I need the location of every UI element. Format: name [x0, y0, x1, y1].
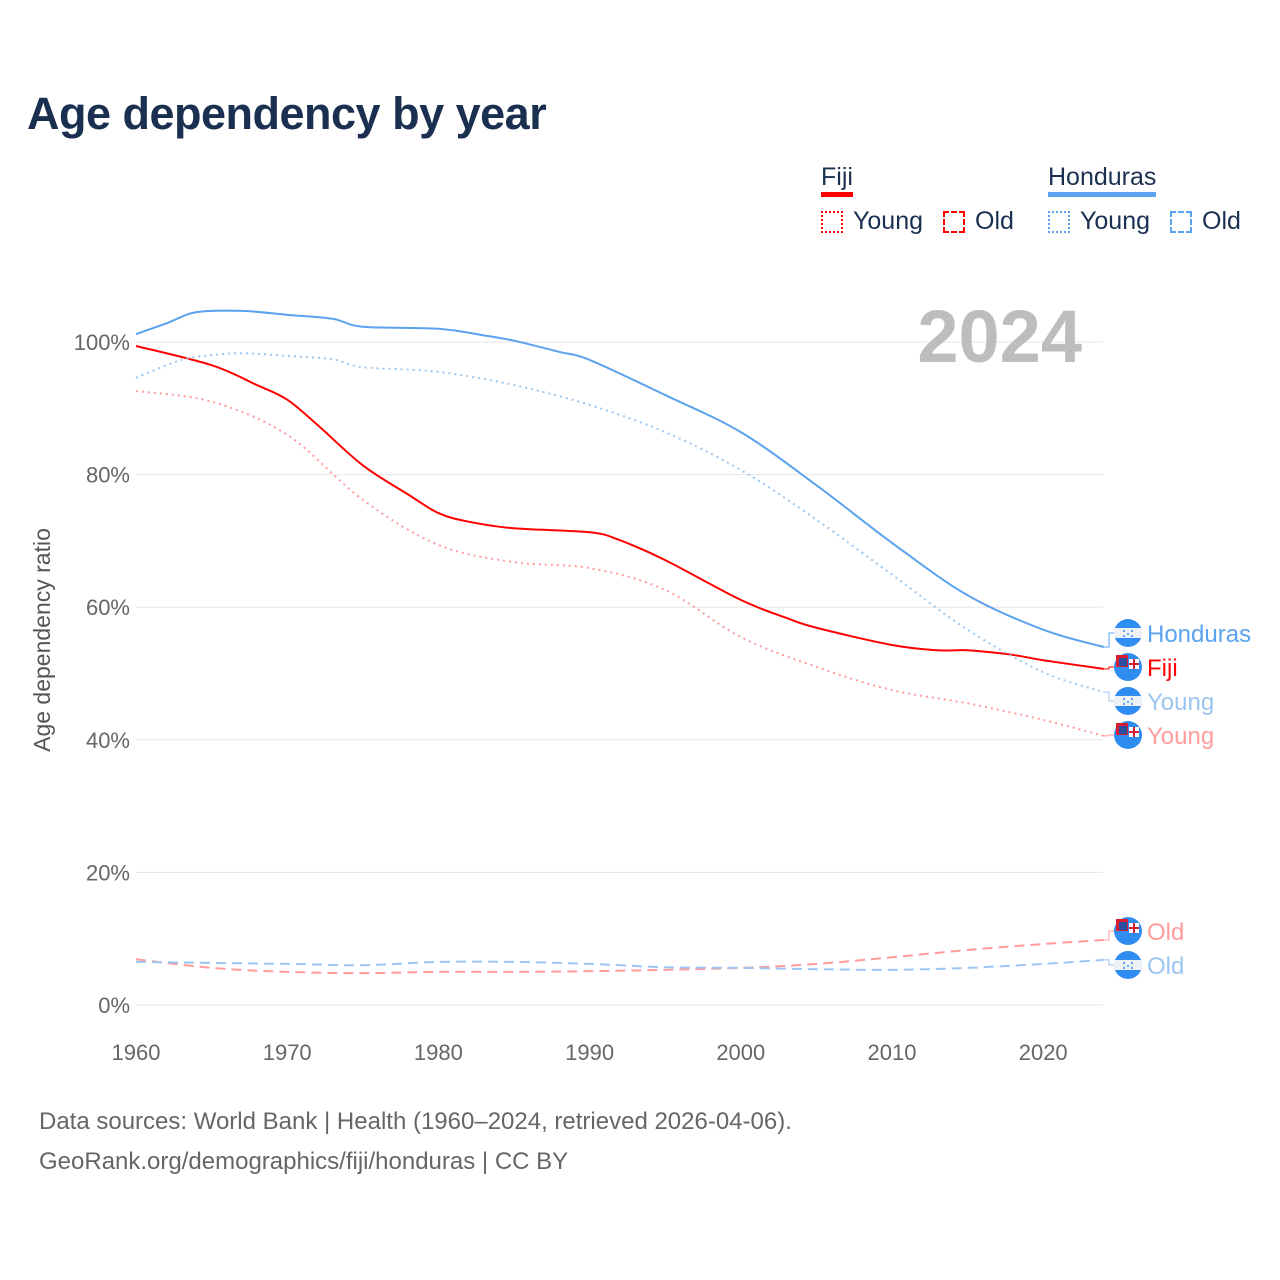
series-line-honduras-old — [135, 958, 1104, 971]
dashed-swatch-icon — [1170, 210, 1192, 233]
x-tick-label: 1980 — [414, 1040, 463, 1065]
x-tick-label: 2000 — [716, 1040, 765, 1065]
x-tick-label: 1960 — [112, 1040, 161, 1065]
fiji-flag-icon — [1114, 721, 1142, 749]
footer-attribution: GeoRank.org/demographics/fiji/honduras |… — [39, 1148, 569, 1175]
label-connector — [1103, 959, 1114, 966]
label-connector — [1103, 691, 1114, 702]
chart-title: Age dependency by year — [27, 88, 547, 139]
end-label: Old — [1147, 953, 1184, 980]
end-label: Old — [1147, 919, 1184, 946]
dotted-swatch-icon — [821, 210, 843, 233]
series-line-fiji — [135, 345, 1104, 670]
fiji-flag-icon — [1114, 917, 1142, 945]
honduras-flag-icon — [1114, 619, 1142, 647]
legend-honduras-young: Young — [1080, 207, 1150, 235]
x-tick-label: 1990 — [565, 1040, 614, 1065]
label-connector — [1103, 666, 1114, 670]
legend-honduras-title: Honduras — [1048, 163, 1157, 197]
dotted-swatch-icon — [1048, 210, 1070, 233]
year-watermark: 2024 — [917, 295, 1082, 378]
y-tick-label: 80% — [86, 463, 130, 488]
series-line-honduras — [135, 309, 1104, 648]
y-tick-label: 60% — [86, 595, 130, 620]
label-connector — [1103, 734, 1114, 737]
y-tick-label: 0% — [98, 993, 130, 1018]
series-line-honduras-young — [135, 352, 1104, 694]
end-label: Honduras — [1147, 621, 1251, 648]
dashed-swatch-icon — [943, 210, 965, 233]
end-label: Young — [1147, 689, 1214, 716]
honduras-flag-icon — [1114, 951, 1142, 979]
fiji-flag-icon — [1114, 653, 1142, 681]
x-tick-label: 2020 — [1019, 1040, 1068, 1065]
legend-honduras: Honduras Young Old — [1048, 163, 1241, 236]
label-connector — [1103, 930, 1114, 941]
legend-fiji-title: Fiji — [821, 163, 853, 197]
legend-fiji-young: Young — [853, 207, 923, 235]
honduras-flag-icon — [1114, 687, 1142, 715]
x-tick-label: 2010 — [868, 1040, 917, 1065]
label-connector — [1103, 632, 1114, 648]
end-label: Fiji — [1147, 655, 1178, 682]
end-label: Young — [1147, 723, 1214, 750]
footer-sources: Data sources: World Bank | Health (1960–… — [39, 1108, 792, 1135]
legend-fiji: Fiji Young Old — [821, 163, 1014, 236]
legend-fiji-old: Old — [975, 207, 1014, 235]
y-tick-label: 40% — [86, 728, 130, 753]
y-tick-label: 100% — [74, 330, 130, 355]
legend-honduras-old: Old — [1202, 207, 1241, 235]
series-line-fiji-old — [135, 939, 1104, 975]
x-tick-label: 1970 — [263, 1040, 312, 1065]
y-tick-label: 20% — [86, 860, 130, 885]
y-axis-label: Age dependency ratio — [29, 528, 55, 752]
series-line-fiji-young — [135, 390, 1104, 737]
